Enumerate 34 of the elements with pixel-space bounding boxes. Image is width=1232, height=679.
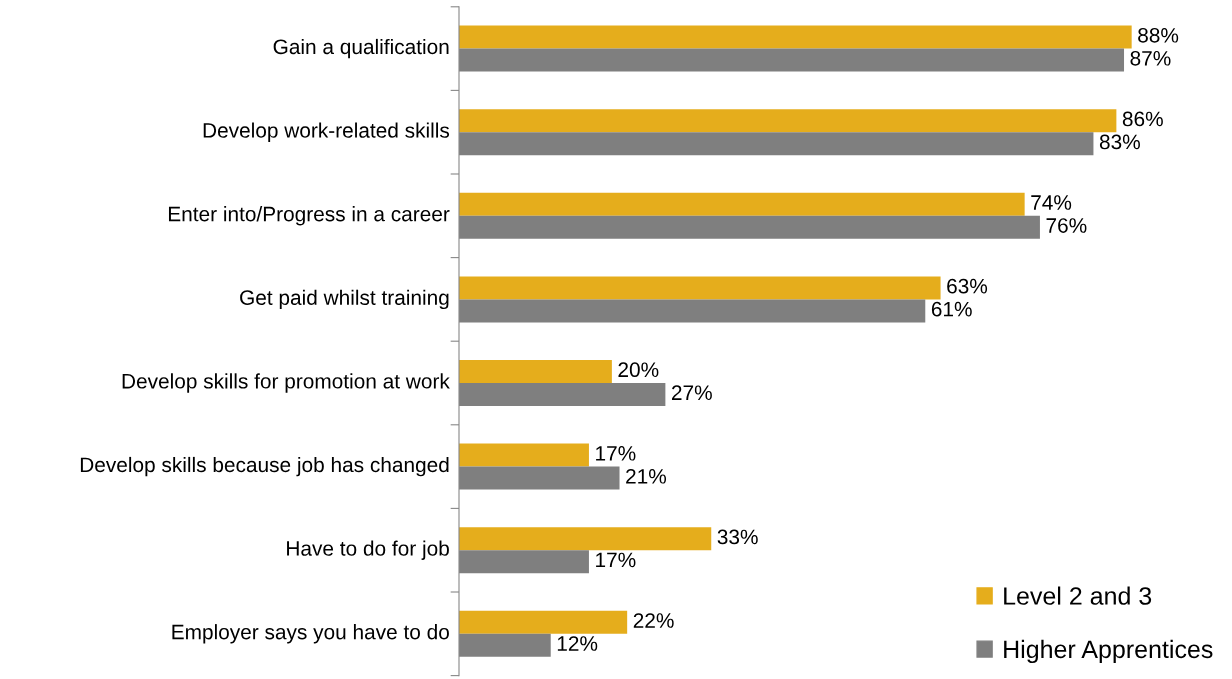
y-tick-label: Get paid whilst training <box>240 289 449 310</box>
y-tick-label: Employer says you have to do <box>172 624 449 644</box>
data-label: 21% <box>626 468 667 484</box>
data-label: 27% <box>671 385 712 400</box>
bar <box>459 443 589 467</box>
y-tick-label: Have to do for job <box>287 540 449 560</box>
y-tick-label: Develop work-related skills <box>203 122 450 142</box>
data-label: 22% <box>633 613 674 628</box>
bar <box>459 25 1132 49</box>
bar <box>459 610 628 634</box>
bar <box>459 527 712 551</box>
data-label: 33% <box>717 529 758 545</box>
data-label: 74% <box>1031 195 1072 210</box>
bar <box>459 276 941 300</box>
data-label: 88% <box>1138 27 1179 43</box>
y-tick-label: Enter into/Progress in a career <box>168 206 450 226</box>
y-tick-label: Develop skills for promotion at work <box>122 373 450 393</box>
bar <box>459 360 612 383</box>
legend-label: Higher Apprentices <box>1004 639 1213 664</box>
y-tick-label: Gain a qualification <box>273 38 449 59</box>
data-label: 17% <box>596 446 636 461</box>
data-label: 20% <box>618 362 659 378</box>
data-label: 83% <box>1099 134 1140 150</box>
y-tick-label: Develop skills because job has changed <box>80 456 449 477</box>
data-label: 87% <box>1130 50 1171 66</box>
legend-label: Level 2 and 3 <box>1004 586 1152 605</box>
bar <box>459 192 1025 216</box>
bar <box>459 109 1117 133</box>
data-label: 12% <box>557 636 598 651</box>
data-label: 61% <box>931 301 972 317</box>
data-label: 17% <box>596 552 636 568</box>
data-label: 86% <box>1122 111 1163 127</box>
data-label: 63% <box>947 278 988 294</box>
data-label: 76% <box>1046 218 1087 233</box>
